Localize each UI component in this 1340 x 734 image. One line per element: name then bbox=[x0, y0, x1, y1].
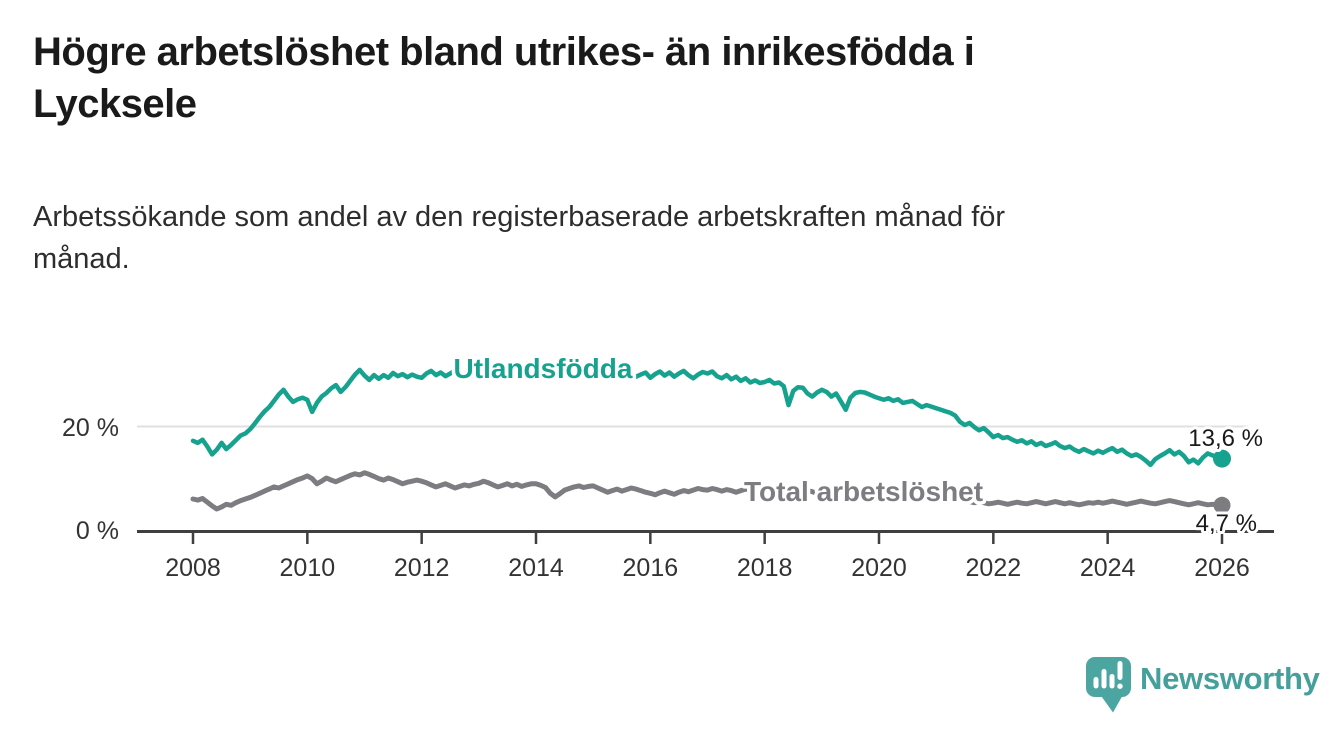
chart-subtitle-line1: Arbetssökande som andel av den registerb… bbox=[33, 201, 1006, 233]
bar-chart-bar-3 bbox=[1109, 674, 1115, 689]
speech-bubble-tail bbox=[1099, 693, 1124, 713]
end-dot-foreign-born bbox=[1213, 449, 1231, 468]
x-axis-ticks: 2008 2010 2012 2014 2016 2018 2020 2022 2024 2026 bbox=[165, 533, 1250, 582]
x-tick-label: 2020 bbox=[851, 554, 907, 582]
x-tick-label: 2010 bbox=[280, 554, 336, 582]
x-tick-label: 2022 bbox=[966, 554, 1022, 582]
x-tick-label: 2018 bbox=[737, 554, 793, 582]
end-value-label-foreign-born: 13,6 % bbox=[1188, 425, 1263, 452]
x-tick-label: 2014 bbox=[508, 554, 564, 582]
end-dot-total-unemployment bbox=[1213, 496, 1231, 514]
series-line-total-unemployment bbox=[190, 470, 1225, 512]
end-value-label-total-unemployment: 4,7 % bbox=[1196, 510, 1257, 537]
x-tick-label: 2016 bbox=[623, 554, 679, 582]
exclamation-bar bbox=[1117, 661, 1123, 680]
y-tick-label-0: 0 % bbox=[76, 517, 119, 545]
bar-chart-bar-1 bbox=[1093, 677, 1099, 689]
page-title: Högre arbetslöshet bland utrikes- än inr… bbox=[33, 26, 1303, 130]
speech-bubble-icon bbox=[1086, 657, 1131, 697]
newsworthy-logo: Newsworthy bbox=[1086, 657, 1321, 713]
bar-chart-bar-2 bbox=[1101, 669, 1107, 689]
exclamation-dot bbox=[1117, 683, 1123, 689]
x-tick-label: 2024 bbox=[1080, 554, 1136, 582]
x-tick-label: 2012 bbox=[394, 554, 450, 582]
page-title-line1: Högre arbetslöshet bland utrikes- än inr… bbox=[33, 30, 975, 74]
chart-subtitle-line2: månad. bbox=[33, 243, 130, 276]
series-line-foreign-born bbox=[190, 366, 1225, 468]
series-label-foreign-born: Utlandsfödda bbox=[454, 353, 633, 384]
newsworthy-logo-icon bbox=[1086, 657, 1131, 713]
page-title-line2: Lycksele bbox=[33, 82, 197, 126]
newsworthy-wordmark: Newsworthy bbox=[1140, 661, 1321, 696]
y-tick-label-20: 20 % bbox=[62, 414, 119, 442]
series-label-total-unemployment: Total arbetslöshet bbox=[744, 476, 983, 507]
chart-subtitle: Arbetssökande som andel av den registerb… bbox=[33, 196, 1303, 280]
x-tick-label: 2026 bbox=[1194, 554, 1250, 582]
x-tick-label: 2008 bbox=[165, 554, 221, 582]
